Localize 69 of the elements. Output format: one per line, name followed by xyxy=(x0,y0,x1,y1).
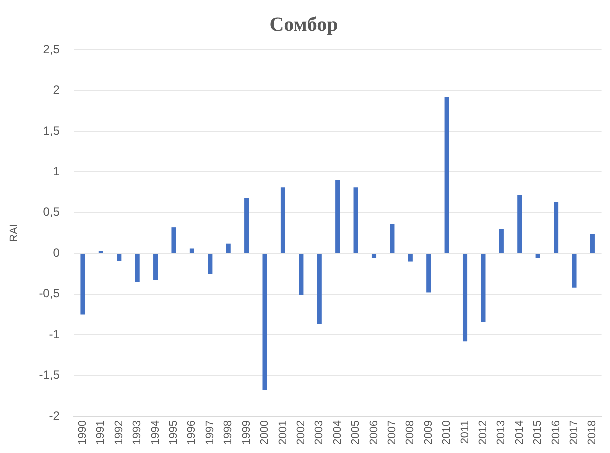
x-tick-label: 1990 xyxy=(77,420,90,446)
bar xyxy=(572,254,577,288)
x-tick-label: 2016 xyxy=(550,420,562,446)
x-tick-label: 2018 xyxy=(586,420,599,446)
x-tick-label: 2003 xyxy=(314,420,326,446)
x-tick-label: 1993 xyxy=(132,420,144,446)
x-tick-label: 2013 xyxy=(496,420,508,446)
x-tick-label: 2007 xyxy=(386,420,398,446)
x-tick-label: 1996 xyxy=(186,420,198,446)
y-axis-title: RAI xyxy=(8,224,21,242)
bar xyxy=(135,254,140,282)
x-tick-label: 2010 xyxy=(441,420,454,446)
bar xyxy=(226,244,231,254)
x-tick-label: 2017 xyxy=(568,420,581,446)
x-tick-label: 2006 xyxy=(368,420,380,446)
x-tick-label: 1997 xyxy=(204,420,216,446)
y-tick-label: 1 xyxy=(53,164,60,178)
chart-title: Сомбор xyxy=(270,14,338,36)
y-tick-label: -1 xyxy=(49,327,60,342)
bar xyxy=(80,254,86,315)
bar xyxy=(462,254,468,342)
x-tick-label: 2011 xyxy=(459,420,472,444)
x-tick-label: 2008 xyxy=(404,420,417,446)
bar xyxy=(390,224,395,254)
y-tick-label: -1,5 xyxy=(39,368,60,382)
bar xyxy=(481,254,486,322)
x-tick-label: 1995 xyxy=(168,420,180,446)
y-tick-label: 0 xyxy=(53,246,60,260)
y-tick-label: 1,5 xyxy=(43,124,60,138)
y-tick-label: -2 xyxy=(49,408,60,423)
x-tick-label: 1991 xyxy=(95,420,108,446)
x-tick-label: 2001 xyxy=(277,420,290,446)
bar xyxy=(262,254,268,390)
bar xyxy=(244,198,250,254)
x-tick-label: 2005 xyxy=(350,420,362,446)
x-tick-label: 2000 xyxy=(259,420,272,446)
bar xyxy=(317,254,322,324)
bar xyxy=(444,97,450,254)
x-tick-label: 1998 xyxy=(222,420,235,446)
bar xyxy=(299,254,304,296)
x-tick-label: 2002 xyxy=(295,420,308,446)
y-tick-label: -0,5 xyxy=(39,286,60,301)
bar xyxy=(426,254,432,293)
bar xyxy=(499,229,504,254)
bar xyxy=(172,228,176,254)
x-tick-label: 2014 xyxy=(514,420,526,446)
x-tick-label: 1994 xyxy=(150,420,162,446)
x-tick-label: 2004 xyxy=(332,420,344,446)
bar xyxy=(280,188,286,254)
bar xyxy=(518,194,522,254)
bar xyxy=(536,254,540,259)
x-tick-label: 2015 xyxy=(532,420,544,446)
x-tick-label: 1999 xyxy=(240,420,253,446)
bar xyxy=(117,254,122,261)
x-tick-label: 2012 xyxy=(478,420,490,446)
bar xyxy=(190,248,194,254)
bar xyxy=(372,254,377,259)
x-tick-label: 2009 xyxy=(422,420,435,446)
bar xyxy=(354,188,358,254)
bar xyxy=(554,202,559,254)
y-tick-label: 2 xyxy=(53,83,60,98)
x-tick-label: 1992 xyxy=(113,420,126,446)
bar xyxy=(408,254,413,262)
bar xyxy=(208,254,213,274)
bar xyxy=(336,180,340,254)
bar xyxy=(154,254,158,281)
y-tick-label: 0,5 xyxy=(43,205,60,220)
bar xyxy=(590,234,595,254)
y-tick-label: 2,5 xyxy=(43,42,60,56)
